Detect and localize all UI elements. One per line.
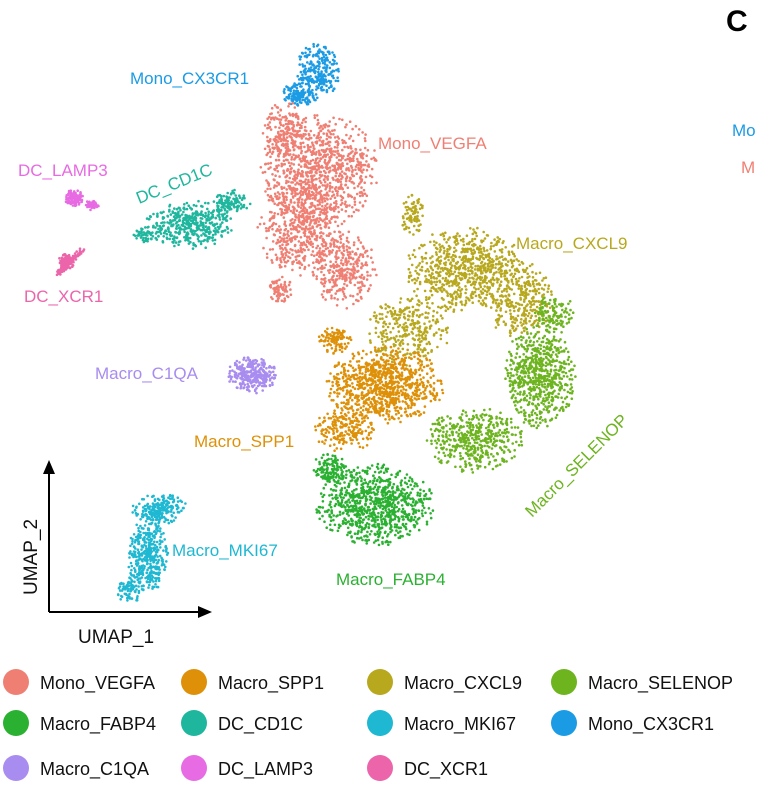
points-dc-xcr1-streak <box>55 247 86 277</box>
legend-item-dc-cd1c: DC_CD1C <box>181 710 303 736</box>
legend-item-dc-xcr1: DC_XCR1 <box>367 755 488 781</box>
legend-item-macro-c1qa: Macro_C1QA <box>3 755 149 781</box>
legend-item-macro-mki67: Macro_MKI67 <box>367 710 516 736</box>
legend-label: Macro_MKI67 <box>404 714 516 735</box>
legend-swatch <box>3 669 29 695</box>
legend-swatch <box>551 710 577 736</box>
cluster-label-mono-vegfa: Mono_VEGFA <box>378 134 487 153</box>
legend-swatch <box>181 669 207 695</box>
points-macro-c1qa <box>227 356 277 395</box>
legend-label: Macro_FABP4 <box>40 714 156 735</box>
legend-item-macro-cxcl9: Macro_CXCL9 <box>367 669 522 695</box>
legend-item-macro-spp1: Macro_SPP1 <box>181 669 324 695</box>
legend-label: DC_CD1C <box>218 714 303 735</box>
panel-letter: C <box>726 5 748 38</box>
legend-label: Macro_CXCL9 <box>404 673 522 694</box>
legend-label: Macro_C1QA <box>40 759 149 780</box>
cluster-label-mono-cx3cr1: Mono_CX3CR1 <box>130 69 249 88</box>
legend-item-macro-selenop: Macro_SELENOP <box>551 669 733 695</box>
legend-swatch <box>551 669 577 695</box>
legend-label: DC_LAMP3 <box>218 759 313 780</box>
points-macro-spp1 <box>314 326 445 453</box>
legend-swatch <box>3 755 29 781</box>
cluster-label-dc-lamp3: DC_LAMP3 <box>18 161 108 180</box>
legend-label: Mono_CX3CR1 <box>588 714 714 735</box>
legend-label: Mono_VEGFA <box>40 673 155 694</box>
axis-arrows <box>43 460 212 618</box>
points-mono-vegfa <box>256 102 378 310</box>
cluster-label-macro-mki67: Macro_MKI67 <box>172 541 278 560</box>
legend-item-mono-vegfa: Mono_VEGFA <box>3 669 155 695</box>
legend-swatch <box>367 669 393 695</box>
points-dc-cd1c <box>132 188 252 250</box>
cluster-label-dc-xcr1: DC_XCR1 <box>24 287 103 306</box>
cluster-label-macro-c1qa: Macro_C1QA <box>95 364 199 383</box>
legend: Mono_VEGFA Macro_SPP1 Macro_CXCL9 Macro_SEL… <box>3 669 733 781</box>
points-macro-mki67 <box>116 493 187 602</box>
legend-item-mono-cx3cr1: Mono_CX3CR1 <box>551 710 714 736</box>
legend-swatch <box>181 710 207 736</box>
legend-item-dc-lamp3: DC_LAMP3 <box>181 755 313 781</box>
points-macro-cxcl9 <box>368 193 555 367</box>
side-label-mono-vegfa-fragment: M <box>741 158 755 177</box>
legend-label: DC_XCR1 <box>404 759 488 780</box>
points-macro-selenop <box>425 296 577 474</box>
legend-swatch <box>367 710 393 736</box>
cluster-label-dc-cd1c: DC_CD1C <box>133 160 215 208</box>
legend-swatch <box>181 755 207 781</box>
y-axis-label: UMAP_2 <box>21 519 42 595</box>
cluster-label-macro-cxcl9: Macro_CXCL9 <box>516 234 628 253</box>
legend-label: Macro_SELENOP <box>588 673 733 694</box>
cluster-label-macro-spp1: Macro_SPP1 <box>194 432 294 451</box>
scatter-points <box>55 42 577 602</box>
legend-swatch <box>367 755 393 781</box>
side-label-mono-cx3cr1-fragment: Mo <box>732 121 756 140</box>
cluster-label-macro-fabp4: Macro_FABP4 <box>336 570 446 589</box>
legend-item-macro-fabp4: Macro_FABP4 <box>3 710 156 736</box>
points-dc-lamp3 <box>64 189 100 212</box>
points-macro-fabp4 <box>312 453 435 547</box>
points-mono-cx3cr1 <box>282 42 340 107</box>
legend-swatch <box>3 710 29 736</box>
cluster-label-macro-selenop: Macro_SELENOP <box>521 411 631 521</box>
x-axis-label: UMAP_1 <box>78 627 154 648</box>
legend-label: Macro_SPP1 <box>218 673 324 694</box>
